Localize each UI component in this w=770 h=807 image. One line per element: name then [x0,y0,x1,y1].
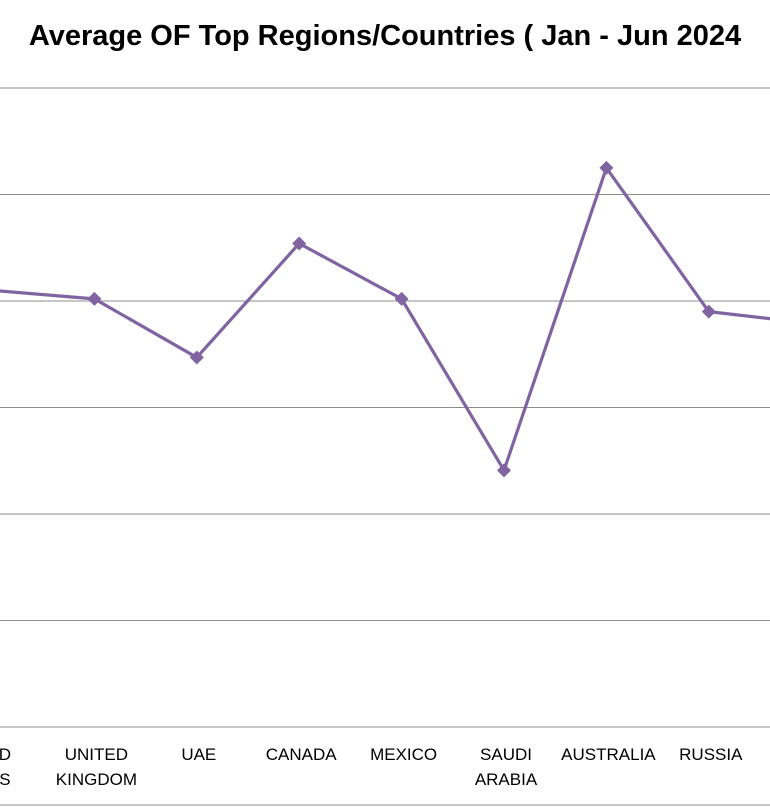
series-line [0,166,770,472]
data-point [394,291,409,306]
data-point [189,350,204,365]
data-point [497,463,511,478]
x-axis [0,726,770,806]
gridlines [0,87,770,621]
x-tick-label: AUSTRALIA [561,745,656,764]
data-point [599,160,614,175]
x-tick-label: TEDTES [0,745,11,789]
x-tick-label: SAUDI ARABIA [475,745,538,789]
x-tick-label: MEXICO [370,745,437,764]
data-point [701,304,716,319]
series [0,160,770,478]
data-point [87,291,102,306]
x-tick-label: CANADA [266,745,338,764]
x-tick-label: UNITED KINGDOM [56,745,137,789]
x-tick-label: RUSSIA [679,745,743,764]
data-point [292,236,307,251]
chart-title: Average OF Top Regions/Countries ( Jan -… [28,20,742,52]
x-tick-label: UAE [181,745,216,764]
